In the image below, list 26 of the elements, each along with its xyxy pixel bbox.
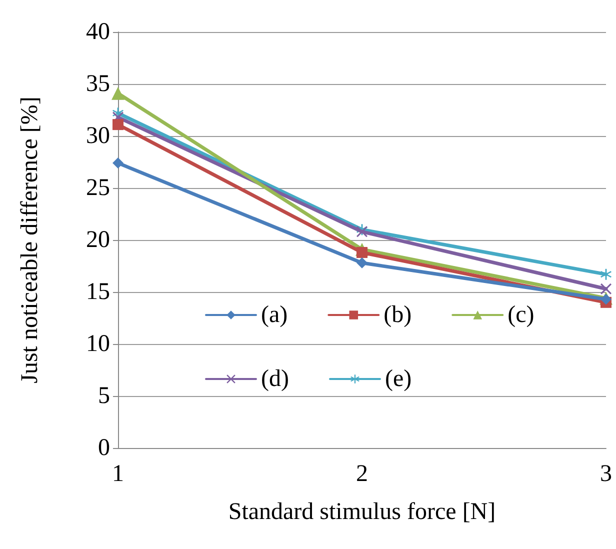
point [112,119,124,130]
legend-label: (d) [261,366,289,392]
x-axis-title: Standard stimulus force [N] [228,499,496,525]
point [112,158,124,169]
x-tick-label: 1 [112,461,124,487]
y-tick-label: 0 [98,435,110,461]
y-tick-label: 40 [86,19,110,45]
y-tick-label: 25 [86,175,110,201]
point [356,246,368,258]
point [356,257,368,268]
x-tick-label: 3 [600,461,612,487]
point [600,283,612,294]
x-tick-label: 2 [356,461,368,487]
y-tick-label: 15 [86,279,110,305]
y-axis-title: Just noticeable difference [%] [17,96,43,384]
y-tick-label: 5 [98,383,110,409]
y-tick-label: 30 [86,123,110,149]
y-tick-label: 20 [86,227,110,253]
legend-label: (e) [384,366,412,392]
y-tick-label: 10 [86,331,110,357]
legend-label: (a) [261,302,288,328]
point [112,86,124,100]
legend-label: (c) [508,302,534,328]
y-tick-label: 35 [86,71,110,97]
legend-label: (b) [384,302,412,328]
point [600,268,612,280]
